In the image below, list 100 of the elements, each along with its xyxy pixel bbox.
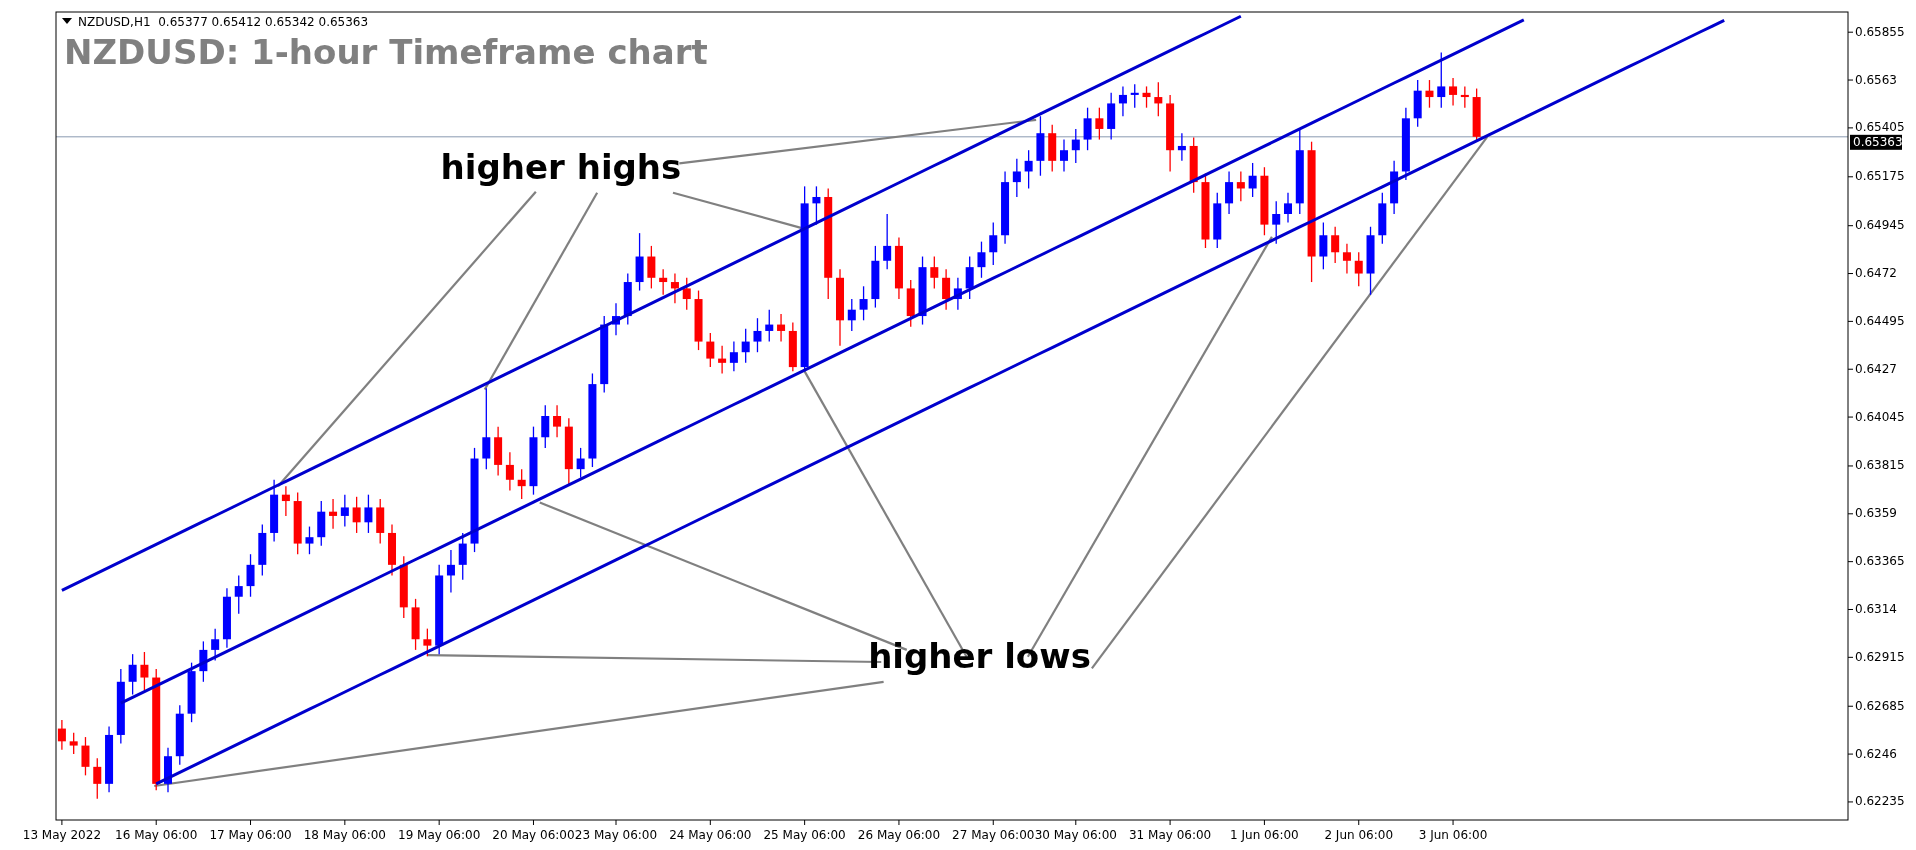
y-tick-label: 0.6563 [1855,72,1897,87]
candlestick [1154,81,1163,117]
y-tick-label: 0.64045 [1855,409,1905,424]
candlestick [1130,83,1139,109]
candlestick [777,313,786,343]
x-tick-label: 18 May 06:00 [303,828,386,842]
candlestick [1319,221,1328,270]
candlestick [1354,251,1363,287]
candlestick [211,627,220,662]
candlestick [1118,85,1127,117]
candlestick [1059,138,1069,173]
candlestick [93,757,102,800]
y-tick-label: 0.6472 [1855,266,1897,281]
candlestick [1460,85,1469,109]
candlestick [446,549,455,594]
y-tick-label: 0.62235 [1855,794,1905,809]
candlestick [576,447,585,479]
candlestick [553,404,562,438]
candlestick [81,736,90,776]
y-tick-label: 0.62915 [1855,649,1905,664]
candlestick [942,268,951,311]
y-tick-label: 0.64945 [1855,218,1905,233]
candlestick [718,345,727,375]
candlestick [505,451,514,492]
candlestick [1225,170,1234,215]
candlestick [1342,243,1351,275]
annotation: higher lows [868,635,1091,676]
candlestick [340,494,349,528]
candlestick [305,525,314,555]
candlestick [1012,158,1021,198]
x-tick-label: 27 May 06:00 [952,828,1035,842]
candlestick [682,277,691,311]
candlestick [423,627,432,657]
x-tick-label: 26 May 06:00 [857,828,941,842]
candlestick [1095,107,1104,141]
x-tick-label: 31 May 06:00 [1128,828,1212,842]
candlestick [1083,107,1092,151]
x-tick-label: 25 May 06:00 [763,828,846,842]
candlestick [352,496,361,534]
y-tick-label: 0.63815 [1855,458,1905,473]
y-tick-label: 0.6427 [1855,361,1897,376]
candlestick [753,317,762,353]
candlestick [1437,51,1446,109]
x-tick-label: 13 May 2022 [22,828,102,842]
x-tick-label: 24 May 06:00 [669,828,752,842]
y-tick-label: 0.6314 [1855,601,1897,616]
annotation: NZDUSD,H1 0.65377 0.65412 0.65342 0.65363 [78,15,369,29]
candlestick [1283,192,1293,224]
candlestick [989,221,998,266]
x-tick-label: 16 May 06:00 [115,828,198,842]
y-tick-label: 0.6359 [1855,506,1897,521]
annotation: higher highs [440,146,682,187]
candlestick [729,340,738,372]
candlestick [281,485,290,517]
candlestick [517,468,526,500]
candlestick [1177,132,1186,162]
x-tick-label: 23 May 06:00 [574,828,658,842]
candlestick [1071,128,1080,164]
candlestick [741,328,750,364]
candlestick [128,653,137,696]
x-tick-label: 3 Jun 06:00 [1418,828,1488,842]
candlestick [69,732,78,755]
candlestick [1024,149,1033,190]
x-tick-label: 17 May 06:00 [209,828,292,842]
candlestick [1449,77,1458,107]
x-tick-label: 1 Jun 06:00 [1230,828,1299,842]
candlestick [1236,170,1245,202]
y-tick-label: 0.6246 [1855,746,1897,761]
candlestick [1272,200,1281,245]
candlestick [647,245,656,290]
candlestick [659,268,668,296]
text: NZDUSD: 1-hour Timeframe chart [64,32,708,72]
y-tick-label: 0.65855 [1855,24,1905,39]
candlestick [765,309,774,343]
candlestick [246,553,255,598]
x-tick-label: 2 Jun 06:00 [1324,828,1394,842]
candlestick [883,213,892,270]
y-tick-label: 0.64495 [1855,313,1905,328]
candlestick [1142,85,1151,109]
y-tick-label: 0.63365 [1855,554,1905,569]
candlestick [329,498,338,530]
line-series [60,14,1243,592]
candlestick [1425,79,1434,109]
y-tick-label: 0.65175 [1855,169,1905,184]
candlestick [57,719,66,751]
candlestick [670,272,679,304]
candlestick [364,494,373,534]
candlestick [706,332,715,368]
candlestick [234,574,243,615]
candlestick [859,285,868,321]
x-tick-label: 19 May 06:00 [398,828,481,842]
x-tick-label: 30 May 06:00 [1034,828,1117,842]
candlestick [930,255,939,290]
candlestick [482,387,491,470]
candlestick [1248,162,1257,198]
candlestick [140,651,149,691]
candlestick [541,404,550,449]
ref-line-label: 0.65363 [1853,134,1903,149]
candlestick [458,532,467,581]
y-tick-label: 0.65405 [1855,120,1905,135]
